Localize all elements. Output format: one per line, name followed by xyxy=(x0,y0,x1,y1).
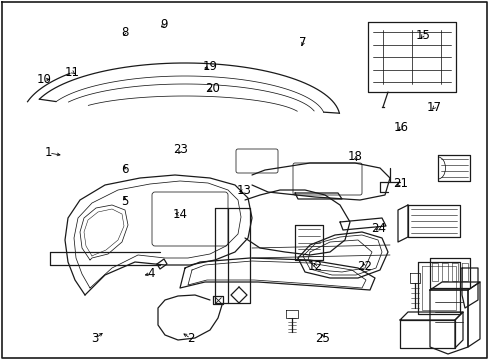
Text: 14: 14 xyxy=(172,208,187,221)
Text: 21: 21 xyxy=(393,177,407,190)
Text: 19: 19 xyxy=(203,60,217,73)
Text: 4: 4 xyxy=(147,267,155,280)
Text: 17: 17 xyxy=(426,101,441,114)
Text: 3: 3 xyxy=(91,332,99,345)
Text: 8: 8 xyxy=(121,26,128,39)
Text: 7: 7 xyxy=(299,36,306,49)
Text: 16: 16 xyxy=(393,121,407,134)
Text: 9: 9 xyxy=(160,18,167,31)
Text: 12: 12 xyxy=(307,260,322,273)
Text: 11: 11 xyxy=(65,66,80,78)
Text: 20: 20 xyxy=(205,82,220,95)
Text: 10: 10 xyxy=(37,73,51,86)
Text: 15: 15 xyxy=(415,29,429,42)
Text: 24: 24 xyxy=(371,222,386,235)
Text: 23: 23 xyxy=(173,143,188,156)
Text: 2: 2 xyxy=(186,332,194,345)
Text: 5: 5 xyxy=(121,195,128,208)
Text: 6: 6 xyxy=(121,163,128,176)
Text: 18: 18 xyxy=(347,150,362,163)
Text: 22: 22 xyxy=(356,260,371,273)
Text: 13: 13 xyxy=(237,184,251,197)
Text: 25: 25 xyxy=(315,332,329,345)
Text: 1: 1 xyxy=(45,147,53,159)
